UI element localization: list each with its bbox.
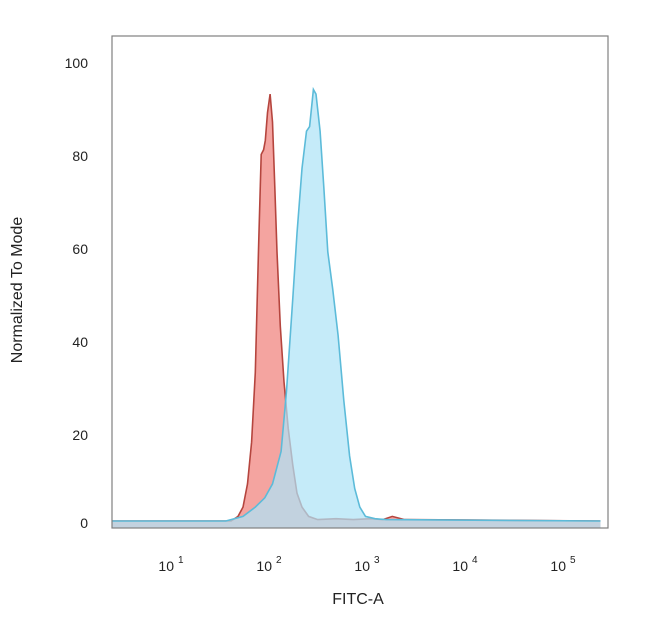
y-axis-label: Normalized To Mode (9, 217, 26, 364)
x-tick-labels: 10 1 10 2 10 3 10 4 10 5 (158, 555, 576, 574)
series-2-area (112, 89, 601, 528)
y-tick-label: 40 (72, 334, 88, 350)
y-tick-label: 80 (72, 148, 88, 164)
y-tick-labels: 0 20 40 60 80 100 (65, 55, 89, 531)
x-tick-label: 10 3 (354, 555, 380, 574)
series-1-area (112, 94, 601, 528)
x-tick-label: 10 4 (452, 555, 478, 574)
y-tick-label: 20 (72, 427, 88, 443)
series-2-outline (112, 86, 601, 522)
x-tick-label: 10 1 (158, 555, 184, 574)
series-layer (112, 86, 601, 528)
plot-frame (111, 35, 609, 529)
x-axis-label: FITC-A (332, 591, 384, 608)
x-tick-label: 10 5 (550, 555, 576, 574)
y-tick-label: 100 (65, 55, 89, 71)
y-tick-label: 60 (72, 241, 88, 257)
y-tick-label: 0 (80, 515, 88, 531)
series-1-outline (112, 93, 601, 522)
x-tick-label: 10 2 (256, 555, 282, 574)
